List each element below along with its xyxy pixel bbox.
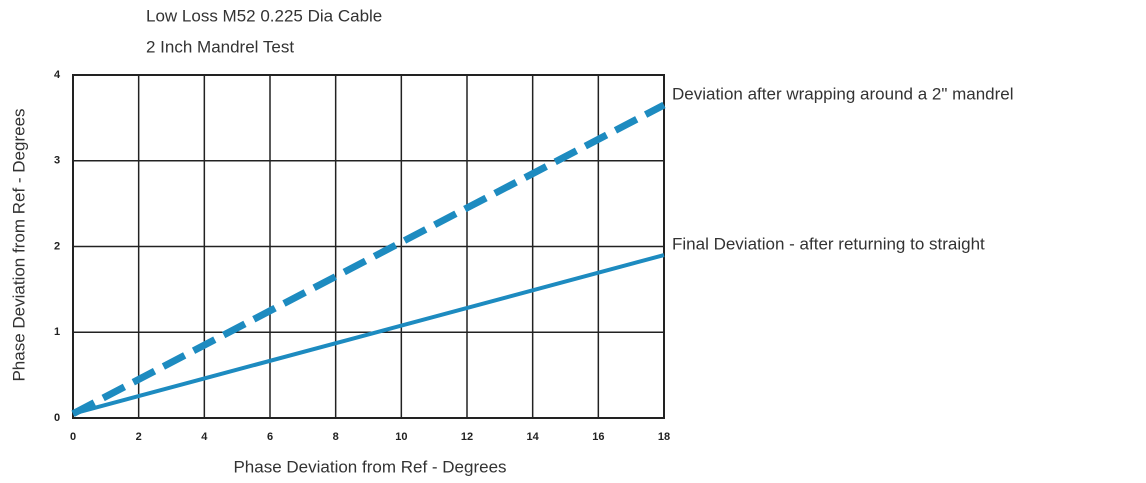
series-line bbox=[72, 253, 665, 416]
series-label: Final Deviation - after returning to str… bbox=[672, 235, 985, 254]
series-line bbox=[71, 101, 666, 417]
x-tick-label: 8 bbox=[333, 431, 339, 443]
chart-title: Low Loss M52 0.225 Dia Cable bbox=[146, 6, 382, 25]
y-tick-label: 3 bbox=[54, 155, 60, 167]
y-tick-label: 4 bbox=[54, 69, 61, 81]
x-tick-label: 16 bbox=[592, 431, 604, 443]
y-tick-label: 0 bbox=[54, 412, 60, 424]
y-tick-label: 2 bbox=[54, 240, 60, 252]
x-tick-label: 18 bbox=[658, 431, 670, 443]
x-tick-label: 12 bbox=[461, 431, 473, 443]
x-tick-label: 10 bbox=[395, 431, 407, 443]
plot-frame bbox=[72, 74, 665, 419]
y-tick-label: 1 bbox=[54, 326, 60, 338]
x-tick-label: 2 bbox=[136, 431, 142, 443]
x-tick-label: 4 bbox=[201, 431, 208, 443]
x-tick-label: 6 bbox=[267, 431, 273, 443]
y-axis-label: Phase Deviation from Ref - Degrees bbox=[9, 108, 28, 381]
x-tick-label: 14 bbox=[527, 431, 540, 443]
chart-subtitle: 2 Inch Mandrel Test bbox=[146, 37, 294, 56]
series-label: Deviation after wrapping around a 2" man… bbox=[672, 84, 1014, 103]
x-tick-label: 0 bbox=[70, 431, 76, 443]
x-axis-label: Phase Deviation from Ref - Degrees bbox=[233, 457, 506, 476]
